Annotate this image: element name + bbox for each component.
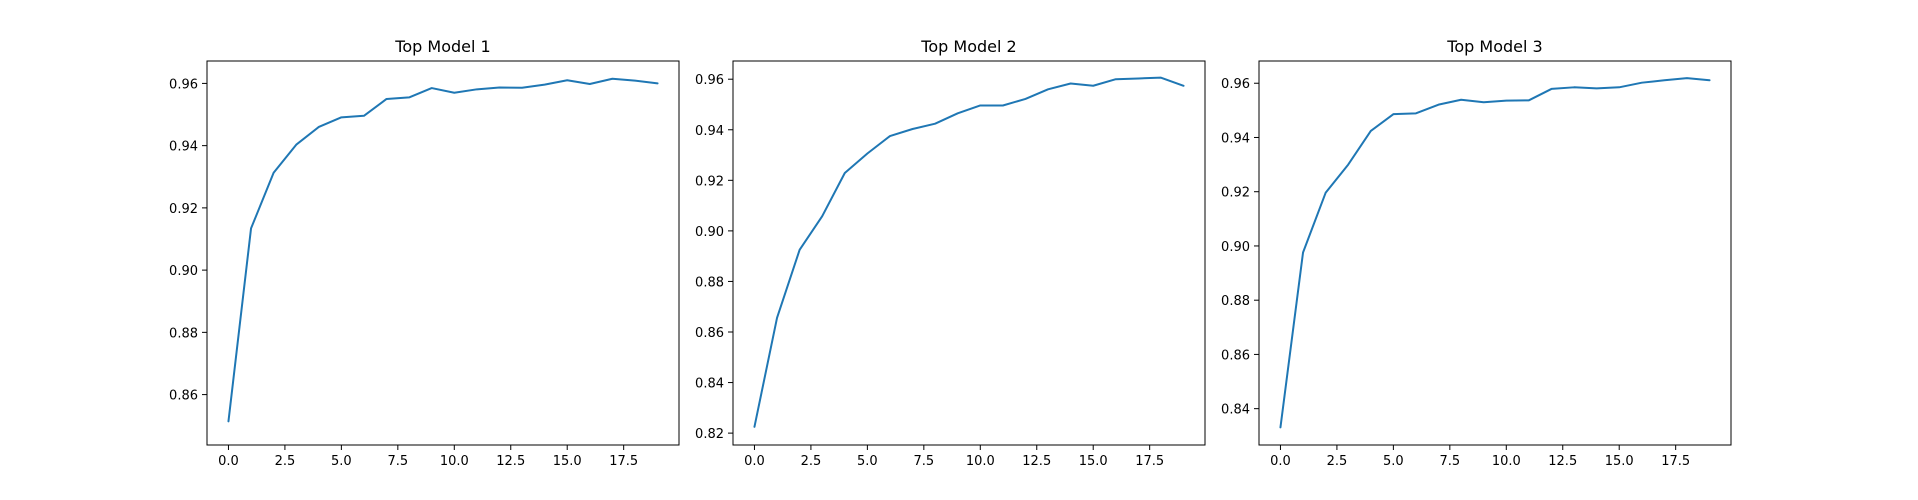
y-tick-label: 0.88	[169, 326, 198, 341]
y-tick-label: 0.92	[695, 174, 724, 189]
y-tick-label: 0.94	[695, 124, 724, 139]
y-tick-label: 0.94	[169, 140, 198, 155]
y-tick-label: 0.96	[695, 73, 724, 88]
x-tick-label: 12.5	[496, 454, 525, 469]
x-tick-label: 10.0	[440, 454, 469, 469]
y-tick-label: 0.88	[695, 275, 724, 290]
series-line-1	[227, 77, 659, 423]
subplot-2: Top Model 2 0.0 2.5 5.0 7.5 10.0 12.5 15.0 17.5 0…	[695, 37, 1206, 469]
x-tick-label: 7.5	[913, 454, 934, 469]
x-tick-label: 17.5	[609, 454, 638, 469]
x-tick-label: 15.0	[553, 454, 582, 469]
axes-frame	[1258, 60, 1732, 446]
x-tick-label: 5.0	[1383, 454, 1404, 469]
x-tick-label: 15.0	[1605, 454, 1634, 469]
x-tick-label: 7.5	[1439, 454, 1460, 469]
y-tick-label: 0.90	[695, 225, 724, 240]
subplot-1: Top Model 1 0.0 2.5 5.0 7.5 10.0 12.5 15.0 17.5 0…	[169, 37, 680, 469]
x-tick-label: 17.5	[1135, 454, 1164, 469]
y-tick-label: 0.86	[1221, 348, 1250, 363]
x-tick-label: 12.5	[1548, 454, 1577, 469]
x-tick-label: 7.5	[387, 454, 408, 469]
chart-title: Top Model 2	[920, 37, 1016, 56]
chart-title: Top Model 1	[394, 37, 490, 56]
x-tick-label: 2.5	[801, 454, 822, 469]
x-tick-label: 5.0	[331, 454, 352, 469]
y-tick-label: 0.94	[1221, 131, 1250, 146]
y-tick-label: 0.86	[695, 326, 724, 341]
x-tick-label: 2.5	[1327, 454, 1348, 469]
series-line-1	[753, 76, 1185, 428]
x-tick-label: 17.5	[1661, 454, 1690, 469]
chart-title: Top Model 3	[1446, 37, 1542, 56]
x-tick-label: 0.0	[218, 454, 239, 469]
series-line-1	[1279, 77, 1711, 429]
x-tick-label: 12.5	[1022, 454, 1051, 469]
y-tick-label: 0.86	[169, 389, 198, 404]
x-tick-label: 2.5	[275, 454, 296, 469]
x-tick-label: 5.0	[857, 454, 878, 469]
x-tick-label: 0.0	[1270, 454, 1291, 469]
y-tick-label: 0.84	[695, 377, 724, 392]
x-tick-label: 10.0	[966, 454, 995, 469]
x-tick-label: 15.0	[1079, 454, 1108, 469]
subplot-3: Top Model 3 0.0 2.5 5.0 7.5 10.0 12.5 15.0 17.5 0…	[1221, 37, 1732, 469]
y-tick-label: 0.88	[1221, 294, 1250, 309]
y-tick-label: 0.90	[169, 264, 198, 279]
y-tick-label: 0.92	[169, 202, 198, 217]
y-tick-label: 0.82	[695, 427, 724, 442]
y-tick-label: 0.84	[1221, 403, 1250, 418]
y-tick-label: 0.96	[1221, 77, 1250, 92]
y-tick-label: 0.90	[1221, 240, 1250, 255]
axes-frame	[732, 60, 1206, 446]
y-tick-label: 0.92	[1221, 186, 1250, 201]
x-tick-label: 10.0	[1492, 454, 1521, 469]
y-tick-label: 0.96	[169, 77, 198, 92]
axes-frame	[206, 60, 680, 446]
x-tick-label: 0.0	[744, 454, 765, 469]
